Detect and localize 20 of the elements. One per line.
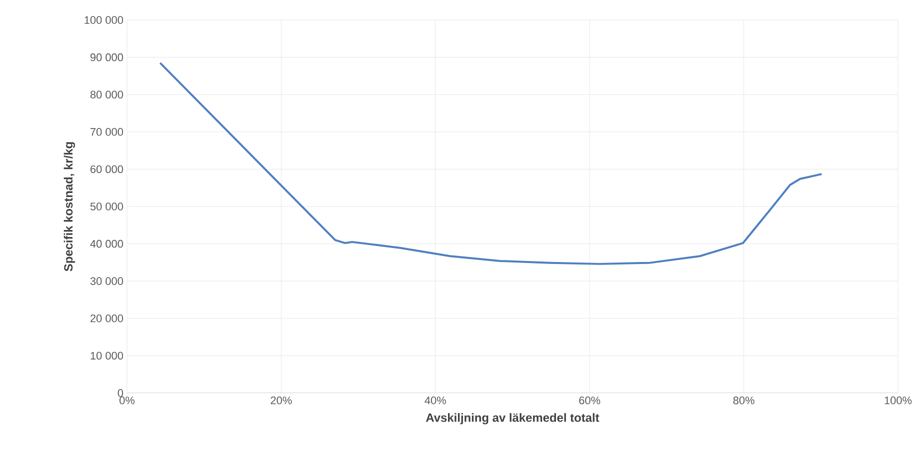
x-tick-label: 80% <box>733 396 754 404</box>
y-tick-label: 50 000 <box>90 202 124 210</box>
y-tick-label: 30 000 <box>90 277 124 285</box>
x-tick-label: 20% <box>270 396 292 404</box>
y-tick-label: 100 000 <box>84 16 124 24</box>
x-tick-label: 60% <box>579 396 600 404</box>
x-axis-title: Avskiljning av läkemedel totalt <box>426 413 600 424</box>
y-tick-label: 80 000 <box>90 90 124 98</box>
x-tick-label: 100% <box>884 396 912 404</box>
y-tick-label: 40 000 <box>90 240 124 248</box>
line-series <box>159 62 823 265</box>
x-tick-label: 40% <box>424 396 446 404</box>
y-tick-label: 10 000 <box>90 352 124 360</box>
y-tick-label: 0 <box>118 389 124 397</box>
x-tick-label: 0% <box>120 396 135 404</box>
y-tick-label: 90 000 <box>90 53 124 62</box>
y-tick-label: 70 000 <box>90 128 124 136</box>
y-tick-label: 60 000 <box>90 165 124 174</box>
y-tick-label: 20 000 <box>90 314 124 322</box>
y-axis-title: Specifik kostnad, kr/kg <box>64 142 76 272</box>
